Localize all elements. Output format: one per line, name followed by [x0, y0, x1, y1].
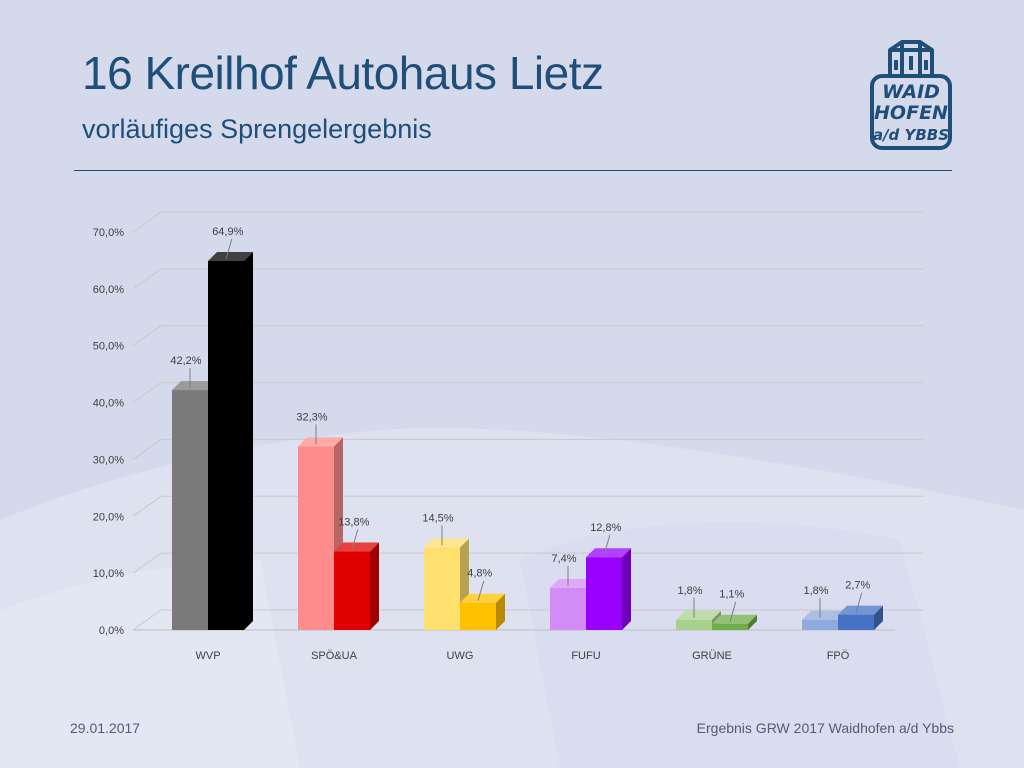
castle-icon [888, 40, 934, 76]
y-axis-ticks: 0,0% 10,0% 20,0% 30,0% 40,0% 50,0% 60,0% 70,0% [93, 227, 124, 637]
waidhofen-logo: WAID HOFEN a/d YBBS [870, 40, 952, 150]
bar-side [874, 605, 883, 630]
data-label: 4,8% [467, 568, 492, 580]
y-tick-label: 40,0% [93, 398, 124, 410]
data-label: 1,1% [719, 589, 744, 601]
bar [298, 446, 334, 630]
bar-top [298, 437, 343, 447]
x-category-label: FPÖ [827, 650, 850, 662]
footer-date: 29.01.2017 [70, 720, 141, 736]
gridline-depth [132, 609, 162, 631]
logo-text-1: WAID [882, 81, 940, 103]
bar-top [802, 610, 847, 620]
y-tick-label: 70,0% [93, 227, 124, 239]
y-tick-label: 60,0% [93, 284, 124, 296]
data-label: 1,8% [803, 585, 828, 597]
data-label-leader [855, 592, 863, 613]
data-labels: 42,2% 64,9% 32,3% 13,8% 14,5% 4,8% 7,4% 12,8% 1,… [170, 226, 871, 622]
bar-top [460, 593, 505, 603]
data-label: 32,3% [296, 411, 327, 423]
x-category-label: FUFU [571, 650, 600, 662]
slide-subtitle: vorläufiges Sprengelergebnis [82, 114, 432, 144]
x-category-label: UWG [447, 650, 474, 662]
data-label-leader [351, 529, 359, 550]
bar [208, 260, 244, 630]
gridline-depth [132, 439, 162, 460]
data-label: 64,9% [212, 226, 243, 238]
bar-side [622, 548, 631, 630]
bar [460, 602, 496, 630]
gridline-depth [132, 325, 162, 347]
gridline-depth [132, 552, 162, 574]
bar [550, 587, 586, 630]
bar [424, 547, 460, 630]
bar-side [748, 614, 757, 630]
bar-top [334, 542, 379, 552]
x-category-label: SPÖ&UA [311, 650, 358, 662]
y-tick-label: 10,0% [93, 568, 124, 580]
bar-side [370, 542, 379, 630]
bar [802, 619, 838, 630]
gridline-depth [132, 382, 162, 403]
data-label: 13,8% [338, 517, 369, 529]
data-label: 1,8% [677, 585, 702, 597]
y-tick-label: 0,0% [99, 625, 124, 637]
bar-top [586, 548, 631, 558]
bar-top [838, 605, 883, 615]
bar [712, 623, 748, 630]
bar-top [550, 578, 595, 588]
bar [172, 390, 208, 630]
data-label: 2,7% [845, 580, 870, 592]
data-label-leader [729, 601, 737, 622]
bar-side [496, 593, 505, 630]
y-tick-label: 30,0% [93, 454, 124, 466]
y-tick-label: 50,0% [93, 341, 124, 353]
bar-top [208, 251, 253, 261]
gridline-depth [132, 268, 162, 290]
y-tick-label: 20,0% [93, 511, 124, 523]
footer-source: Ergebnis GRW 2017 Waidhofen a/d Ybbs [696, 720, 954, 736]
x-category-label: WVP [195, 650, 220, 662]
chart-grid [132, 211, 923, 631]
x-category-label: GRÜNE [692, 650, 732, 662]
bar-top [676, 610, 721, 620]
data-label: 7,4% [551, 553, 576, 565]
data-label: 12,8% [590, 522, 621, 534]
bar [676, 619, 712, 630]
data-label: 42,2% [170, 355, 201, 367]
bar-top [172, 381, 217, 391]
data-label-leader [225, 238, 233, 260]
logo-text-3: a/d YBBS [873, 126, 949, 144]
bar [586, 557, 622, 630]
bar-top [712, 614, 757, 624]
gridline-depth [132, 495, 162, 517]
bar-top [424, 538, 469, 548]
data-label-leader [477, 580, 485, 601]
data-label: 14,5% [422, 513, 453, 525]
bar-side [244, 251, 253, 631]
gridline-depth [132, 211, 162, 233]
chart-bars [172, 251, 883, 631]
x-axis-categories: WVP SPÖ&UA UWG FUFU GRÜNE FPÖ [195, 650, 849, 662]
bar [334, 551, 370, 630]
data-label-leader [603, 535, 611, 556]
bar [838, 614, 874, 630]
logo-text-2: HOFEN [874, 102, 948, 124]
slide-title: 16 Kreilhof Autohaus Lietz [82, 47, 604, 99]
title-divider [74, 170, 952, 171]
logo-frame [870, 74, 952, 150]
